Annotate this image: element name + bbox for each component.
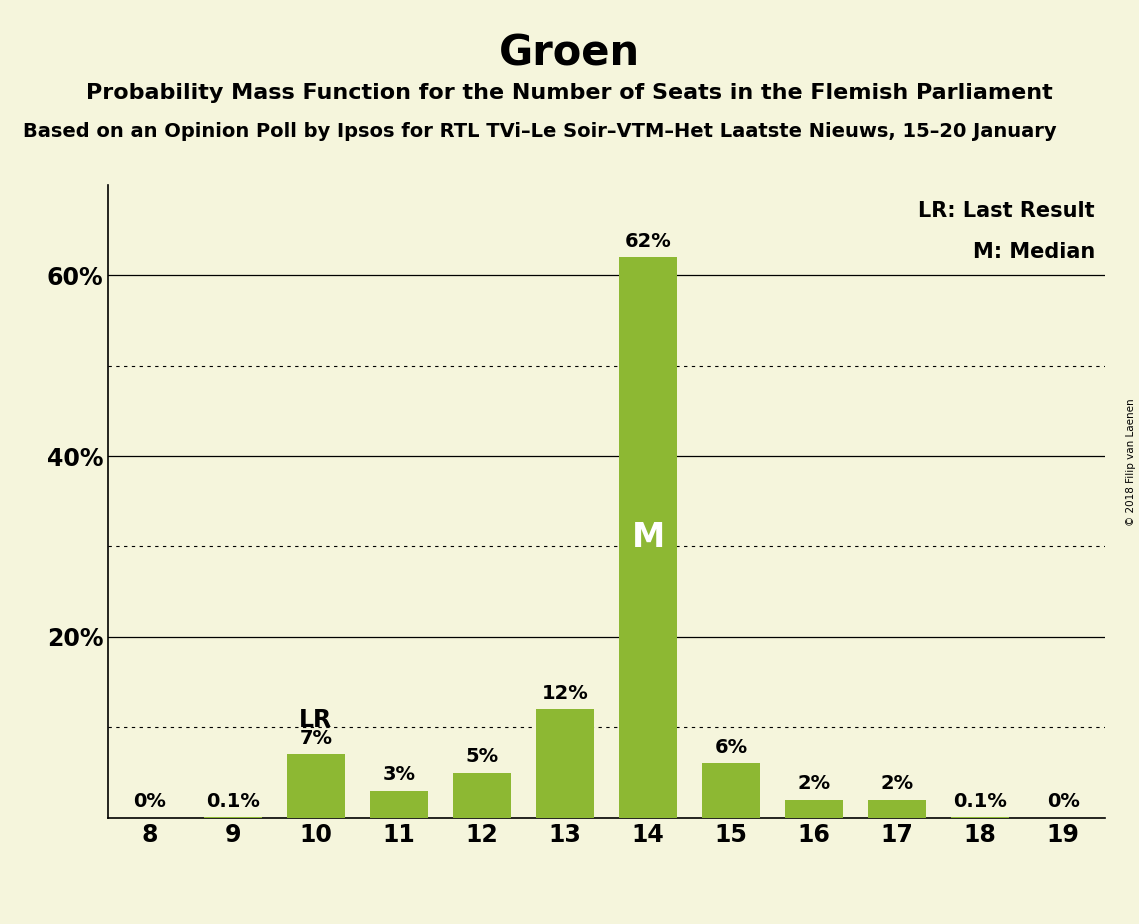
Text: 2%: 2% bbox=[880, 774, 913, 794]
Text: Probability Mass Function for the Number of Seats in the Flemish Parliament: Probability Mass Function for the Number… bbox=[87, 83, 1052, 103]
Text: © 2018 Filip van Laenen: © 2018 Filip van Laenen bbox=[1126, 398, 1136, 526]
Text: 0.1%: 0.1% bbox=[206, 792, 260, 810]
Text: 6%: 6% bbox=[714, 738, 747, 757]
Text: 0%: 0% bbox=[1047, 793, 1080, 811]
Text: 0.1%: 0.1% bbox=[953, 792, 1007, 810]
Bar bbox=[370, 791, 428, 818]
Bar bbox=[453, 772, 511, 818]
Text: M: M bbox=[631, 521, 665, 553]
Text: 12%: 12% bbox=[542, 684, 589, 703]
Text: 62%: 62% bbox=[624, 232, 671, 250]
Text: 3%: 3% bbox=[383, 765, 416, 784]
Text: 2%: 2% bbox=[797, 774, 830, 794]
Text: Based on an Opinion Poll by Ipsos for RTL TVi–Le Soir–VTM–Het Laatste Nieuws, 15: Based on an Opinion Poll by Ipsos for RT… bbox=[23, 122, 1056, 141]
Text: 7%: 7% bbox=[300, 729, 333, 748]
Bar bbox=[785, 799, 843, 818]
Text: LR: Last Result: LR: Last Result bbox=[918, 201, 1095, 221]
Text: 0%: 0% bbox=[133, 793, 166, 811]
Text: 5%: 5% bbox=[466, 748, 499, 766]
Bar bbox=[618, 257, 677, 818]
Bar bbox=[702, 763, 760, 818]
Text: M: Median: M: Median bbox=[973, 242, 1095, 261]
Text: Groen: Groen bbox=[499, 32, 640, 74]
Text: LR: LR bbox=[300, 708, 333, 732]
Bar bbox=[536, 710, 595, 818]
Bar bbox=[868, 799, 926, 818]
Bar bbox=[287, 754, 345, 818]
